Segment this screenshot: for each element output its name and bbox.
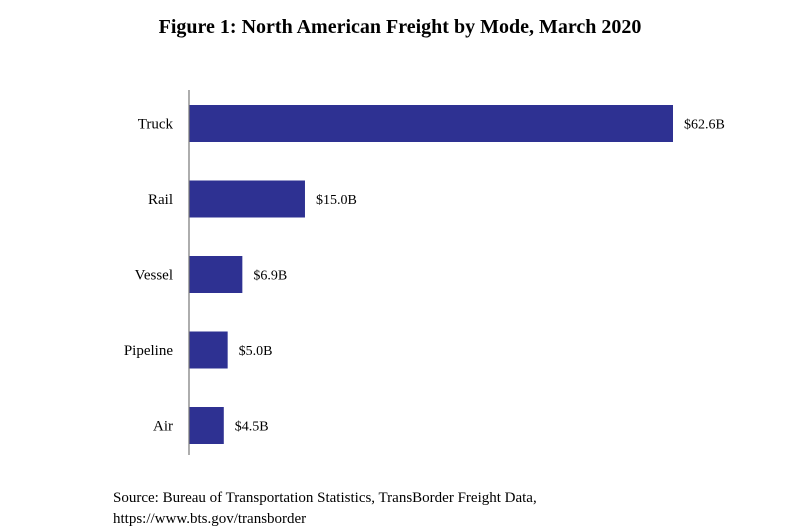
- category-label: Air: [153, 419, 173, 435]
- bar-rail: [189, 180, 305, 218]
- bar-truck: [189, 105, 673, 142]
- category-label: Rail: [148, 192, 173, 208]
- bar-pipeline: [189, 331, 228, 369]
- source-note: Source: Bureau of Transportation Statist…: [113, 488, 537, 530]
- category-label: Pipeline: [124, 343, 174, 359]
- data-label: $6.9B: [253, 269, 287, 284]
- source-line-1: Source: Bureau of Transportation Statist…: [113, 490, 537, 506]
- data-label: $62.6B: [684, 118, 725, 133]
- category-label: Truck: [138, 117, 174, 133]
- data-label: $4.5B: [235, 420, 269, 435]
- chart-title: Figure 1: North American Freight by Mode…: [158, 16, 642, 38]
- data-label: $5.0B: [239, 344, 273, 359]
- bar-vessel: [189, 256, 243, 293]
- data-label: $15.0B: [316, 193, 357, 208]
- bar-air: [189, 407, 224, 444]
- source-line-2: https://www.bts.gov/transborder: [113, 511, 307, 527]
- category-label: Vessel: [135, 268, 173, 284]
